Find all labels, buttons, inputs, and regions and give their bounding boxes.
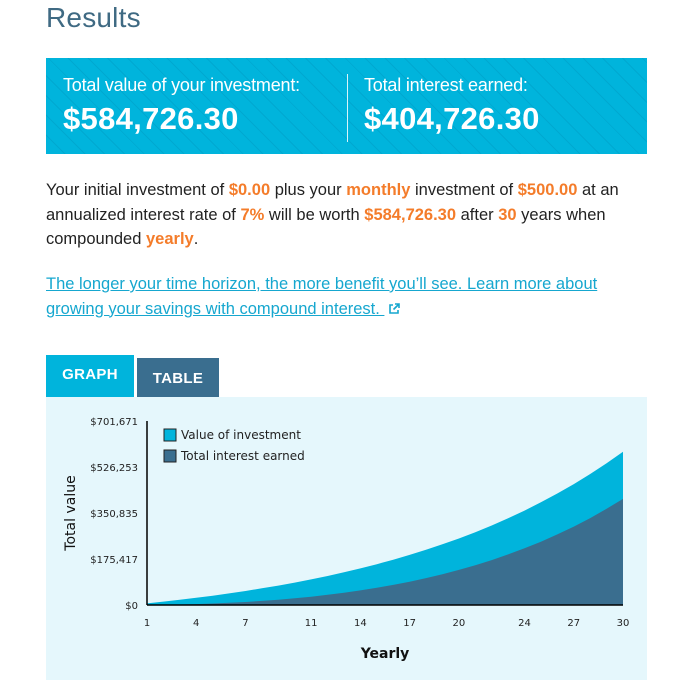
total-value-amount: $584,726.30 — [63, 101, 239, 136]
total-interest-amount: $404,726.30 — [364, 101, 540, 136]
x-tick-label: 24 — [518, 618, 531, 629]
contribution-frequency: monthly — [346, 181, 411, 199]
chart-legend: Value of investment Total interest earne… — [163, 428, 305, 463]
contribution-amount: $500.00 — [517, 181, 578, 199]
legend-label-interest: Total interest earned — [180, 449, 305, 463]
x-tick-label: 17 — [403, 618, 416, 629]
results-title: Results — [46, 2, 141, 33]
x-tick-label: 1 — [144, 618, 150, 629]
total-value-block: Total value of your investment: $584,726… — [46, 58, 347, 154]
summary-band: Total value of your investment: $584,726… — [46, 58, 647, 154]
desc-text: after — [456, 205, 499, 224]
x-tick-label: 30 — [617, 618, 630, 629]
y-axis-title: Total value — [63, 475, 79, 551]
x-tick-label: 11 — [305, 618, 318, 629]
desc-text: plus your — [270, 181, 347, 199]
total-interest-label: Total interest earned: — [364, 75, 528, 95]
results-description: Your initial investment of $0.00 plus yo… — [46, 178, 646, 252]
summary-divider — [347, 74, 348, 142]
x-axis-title: Yearly — [360, 646, 410, 662]
desc-text: . — [193, 230, 199, 248]
total-value-label: Total value of your investment: — [63, 75, 300, 95]
x-tick-label: 7 — [242, 618, 248, 629]
x-tick-label: 27 — [567, 618, 580, 629]
learn-more-text: The longer your time horizon, the more b… — [46, 275, 598, 318]
desc-text: Your initial investment of — [46, 181, 229, 199]
desc-text: at an annualized interest rate of — [46, 181, 619, 224]
x-tick-label: 14 — [354, 618, 367, 629]
legend-swatch-value — [163, 428, 177, 442]
interest-rate: 7% — [240, 205, 265, 224]
initial-investment-value: $0.00 — [228, 181, 271, 199]
compounding-frequency: yearly — [146, 230, 194, 248]
tab-graph[interactable]: GRAPH — [46, 355, 134, 397]
legend-swatch-interest — [163, 449, 177, 463]
y-tick-label: $350,835 — [90, 509, 138, 520]
desc-text: years when compounded — [46, 205, 606, 249]
y-tick-label: $526,253 — [90, 463, 138, 474]
final-value: $584,726.30 — [364, 205, 457, 224]
learn-more-link[interactable]: The longer your time horizon, the more b… — [46, 272, 646, 321]
chart-areas — [147, 451, 623, 605]
x-tick-label: 4 — [193, 618, 199, 629]
legend-label-value: Value of investment — [181, 428, 301, 442]
total-interest-area — [147, 498, 623, 605]
desc-text: will be worth — [264, 205, 365, 224]
y-tick-label: $175,417 — [90, 555, 138, 566]
total-interest-block: Total interest earned: $404,726.30 — [347, 58, 540, 154]
y-axis-ticks: $0 $175,417 $350,835 $526,253 $701,671 — [90, 417, 138, 612]
years-count: 30 — [498, 205, 517, 224]
x-axis-ticks: 1 4 7 11 14 17 20 24 27 30 — [144, 618, 630, 629]
tab-table[interactable]: TABLE — [137, 358, 219, 397]
area-chart: $0$175,417$350,835$526,253$701,671 1 4 7 11… — [63, 417, 630, 662]
x-tick-label: 20 — [452, 618, 465, 629]
chart-panel: $0 $175,417 $350,835 $526,253 $701,671 1 4 7 11… — [46, 397, 647, 680]
y-tick-label: $0 — [125, 601, 138, 612]
y-tick-label: $701,671 — [90, 417, 138, 428]
desc-text: investment of — [410, 181, 518, 199]
external-link-icon — [389, 302, 401, 314]
